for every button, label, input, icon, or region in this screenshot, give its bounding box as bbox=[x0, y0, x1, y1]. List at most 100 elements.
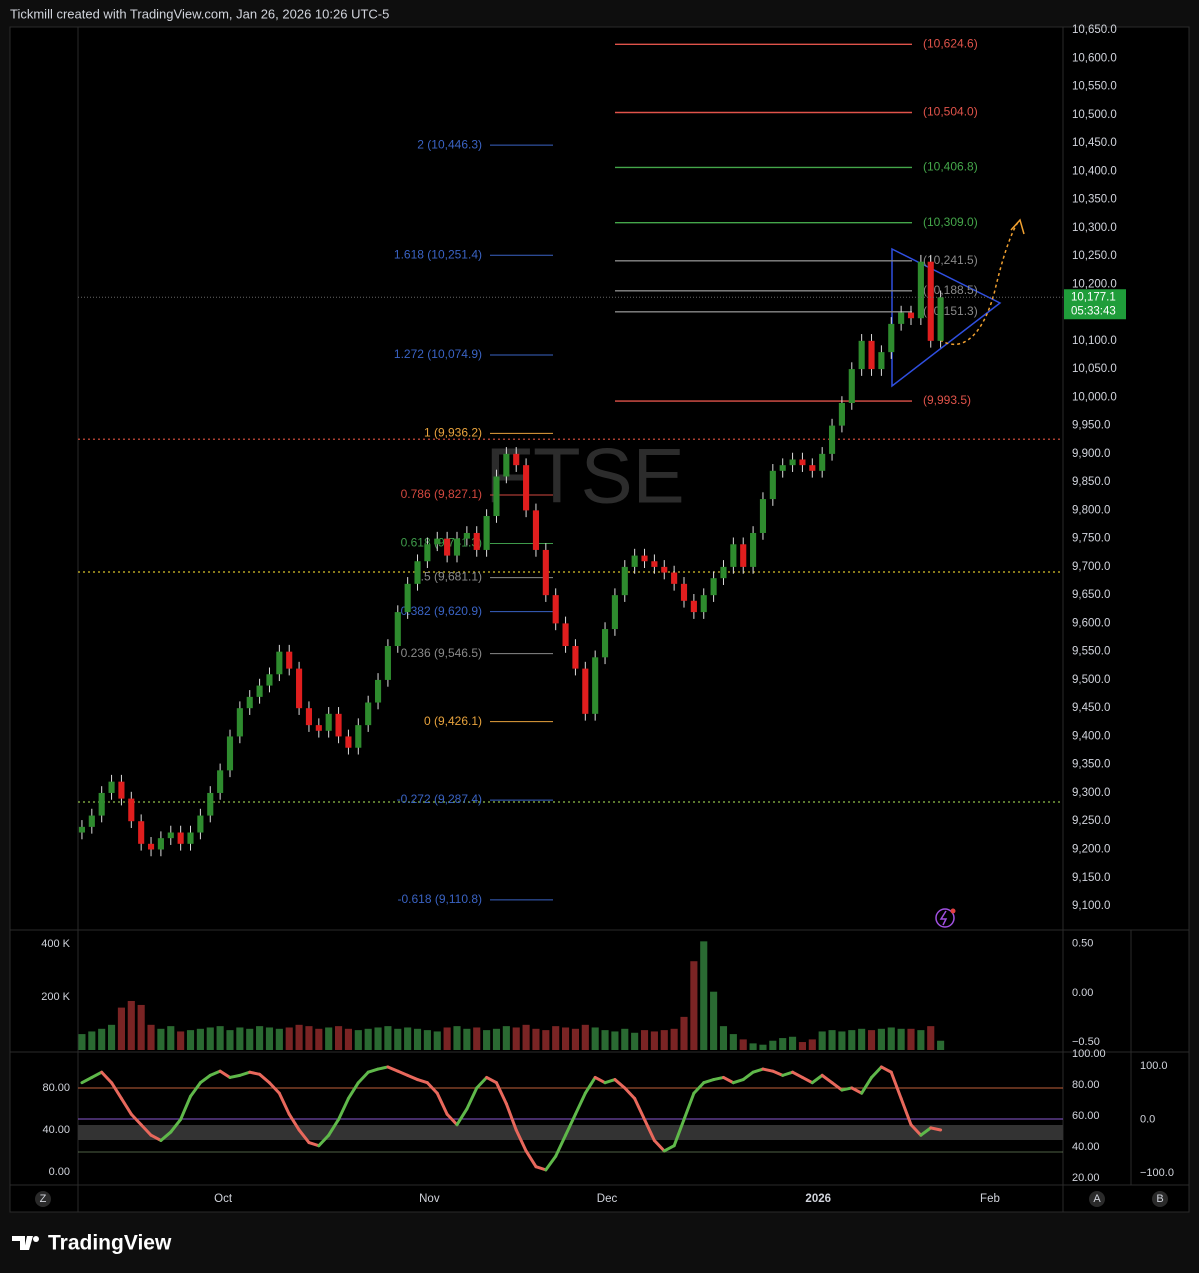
candle-body bbox=[532, 510, 540, 550]
fib-label: 0.236 (9,546.5) bbox=[401, 646, 482, 660]
oscillator-segment bbox=[603, 1078, 617, 1085]
x-tick-label: 2026 bbox=[805, 1193, 831, 1205]
oscillator-segment bbox=[751, 1067, 765, 1074]
oscillator-segment bbox=[366, 1067, 380, 1074]
oscillator-segment bbox=[889, 1070, 903, 1100]
oscillator-segment bbox=[771, 1069, 785, 1077]
y-tick-label: 10,000.0 bbox=[1072, 391, 1117, 403]
fib-label: 0.382 (9,620.9) bbox=[401, 604, 482, 618]
alert-icon[interactable] bbox=[935, 908, 955, 928]
volume-bar bbox=[423, 1030, 431, 1050]
y-tick-label: 9,350.0 bbox=[1072, 759, 1110, 771]
button-label[interactable]: Z bbox=[40, 1193, 47, 1205]
oscillator-segment bbox=[80, 1075, 94, 1085]
fib-label: (10,504.0) bbox=[923, 105, 978, 119]
oscillator-segment bbox=[317, 1133, 331, 1148]
button[interactable] bbox=[1089, 1191, 1105, 1207]
fib-label: (10,151.3) bbox=[923, 304, 978, 318]
y-tick-label: 10,350.0 bbox=[1072, 194, 1117, 206]
volume-bar bbox=[749, 1043, 757, 1050]
last-price: 10,177.1 bbox=[1071, 291, 1116, 303]
volume-bar bbox=[325, 1027, 333, 1050]
volume-bar bbox=[621, 1028, 629, 1050]
y-tick-label: 10,450.0 bbox=[1072, 137, 1117, 149]
volume-bar bbox=[344, 1028, 352, 1050]
candle-body bbox=[384, 646, 391, 680]
candle-body bbox=[118, 781, 125, 799]
volume-bar bbox=[759, 1044, 767, 1050]
candle-body bbox=[552, 595, 559, 624]
oscillator-segment bbox=[840, 1086, 854, 1092]
oscillator-segment bbox=[119, 1096, 133, 1116]
button-label[interactable]: B bbox=[1156, 1193, 1163, 1205]
oscillator-right-tick-label: 80.00 bbox=[1072, 1079, 1100, 1091]
button[interactable] bbox=[1152, 1191, 1168, 1207]
volume-bar bbox=[364, 1028, 372, 1050]
volume-bar bbox=[265, 1027, 274, 1050]
volume-bar bbox=[650, 1031, 658, 1050]
oscillator-segment bbox=[702, 1078, 716, 1085]
volume-bar bbox=[601, 1030, 609, 1050]
oscillator-segment bbox=[534, 1165, 548, 1172]
volume-bar bbox=[631, 1032, 639, 1050]
oscillator-segment bbox=[198, 1073, 212, 1085]
volume-bar bbox=[483, 1030, 491, 1050]
volume-bar bbox=[877, 1028, 885, 1050]
volume-bar bbox=[196, 1028, 204, 1050]
oscillator-segment bbox=[327, 1117, 341, 1137]
volume-bar bbox=[937, 1040, 945, 1050]
candle-body bbox=[305, 708, 313, 726]
candle-body bbox=[819, 453, 826, 471]
candle-body bbox=[493, 476, 500, 517]
volume-bar bbox=[374, 1027, 382, 1050]
y-tick-label: 9,300.0 bbox=[1072, 787, 1110, 799]
volume-tick-label: 400 K bbox=[41, 938, 70, 950]
oscillator-segment bbox=[356, 1070, 370, 1085]
y-tick-label: 9,950.0 bbox=[1072, 420, 1110, 432]
oscillator-segment bbox=[287, 1112, 301, 1132]
volume-bar bbox=[660, 1030, 668, 1050]
oscillator-segment bbox=[800, 1075, 814, 1085]
button[interactable] bbox=[35, 1191, 51, 1207]
oscillator-segment bbox=[662, 1144, 676, 1153]
volume-bar bbox=[107, 1024, 116, 1050]
candle-body bbox=[236, 708, 243, 737]
oscillator-right-tick-label: 100.0 bbox=[1140, 1060, 1168, 1072]
fib-label: (10,406.8) bbox=[923, 160, 978, 174]
candle-body bbox=[730, 544, 737, 567]
oscillator-segment bbox=[554, 1133, 568, 1158]
volume-bar bbox=[917, 1030, 925, 1050]
volume-bar bbox=[335, 1026, 343, 1050]
alert-bolt bbox=[939, 910, 948, 926]
candle-body bbox=[858, 340, 865, 370]
volume-bar bbox=[117, 1007, 125, 1050]
oscillator-segment bbox=[100, 1070, 114, 1085]
candle-body bbox=[157, 838, 164, 850]
oscillator-segment bbox=[692, 1081, 706, 1095]
volume-bar bbox=[492, 1028, 501, 1050]
volume-bar bbox=[78, 1034, 86, 1050]
oscillator-segment bbox=[919, 1126, 933, 1137]
oscillator-tick-label: 80.00 bbox=[42, 1082, 70, 1094]
y-tick-label: 9,650.0 bbox=[1072, 589, 1110, 601]
button-label[interactable]: A bbox=[1093, 1193, 1101, 1205]
candle-body bbox=[355, 725, 362, 748]
y-tick-label: 9,250.0 bbox=[1072, 815, 1110, 827]
volume-bar bbox=[710, 991, 718, 1050]
oscillator-right-tick-label: 0.0 bbox=[1140, 1113, 1155, 1125]
triangle bbox=[891, 247, 1002, 388]
oscillator-segment bbox=[781, 1070, 795, 1077]
oscillator-segment bbox=[386, 1065, 400, 1073]
y-tick-label: 10,600.0 bbox=[1072, 52, 1117, 64]
candle-body bbox=[207, 792, 214, 816]
oscillator-segment bbox=[179, 1094, 193, 1121]
oscillator-segment bbox=[258, 1072, 271, 1085]
volume-bar bbox=[562, 1027, 570, 1050]
fib-label: 1.618 (10,251.4) bbox=[394, 247, 482, 261]
candle-body bbox=[276, 651, 283, 675]
oscillator-segment bbox=[297, 1128, 311, 1145]
volume-bar bbox=[226, 1030, 234, 1050]
oscillator-segment bbox=[277, 1091, 291, 1116]
candle-body bbox=[740, 544, 747, 567]
